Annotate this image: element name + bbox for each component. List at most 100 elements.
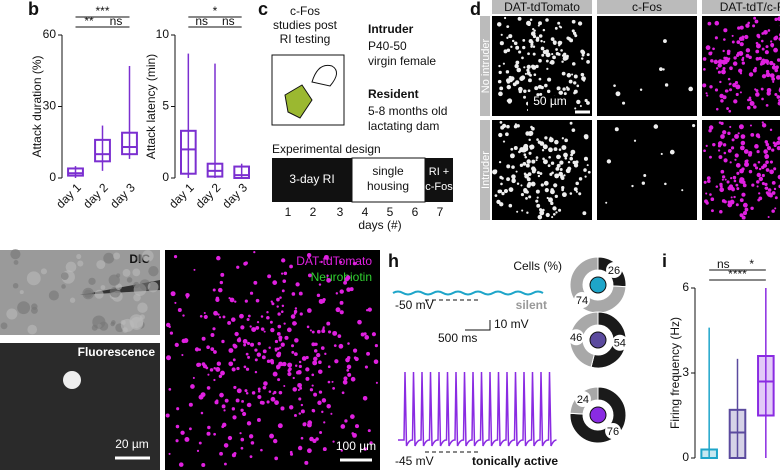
cell-dot [538,175,540,177]
cell-dot [518,17,522,21]
cell-dot [723,143,726,146]
texture [49,290,59,300]
panel-label: h [388,251,399,271]
day-label: 6 [412,205,419,219]
texture [31,303,37,309]
cell-dot [553,40,557,44]
cell-dot [536,190,540,194]
significance: ns [110,14,123,28]
cell-dot [276,367,279,370]
cell-dot [756,34,760,38]
cell-dot [755,20,759,24]
cell-dot [222,315,225,318]
texture [1,322,8,329]
cell-dot [495,194,498,197]
cell-dot [736,172,739,175]
cell-dot [749,99,752,102]
cell-dot [750,207,753,210]
cell-dot [546,49,549,52]
cell-dot [716,108,719,111]
texture [142,250,154,262]
scale-label: 100 µm [336,439,376,453]
cell-dot [753,69,757,73]
cell-dot [740,42,744,46]
texture [148,282,159,293]
cell-dot [351,432,354,435]
cell-dot [767,146,771,150]
cell-dot [538,215,543,220]
cell-dot [528,195,531,198]
cell-dot [654,124,659,129]
cell-dot [743,203,748,208]
cell-dot [282,305,284,307]
cell-dot [295,365,297,367]
cell-dot [200,315,203,318]
cell-dot [319,283,321,285]
cell-dot [551,162,554,165]
cell-dot [555,195,558,198]
cell-dot [729,83,731,85]
cell-dot [228,361,233,366]
cell-dot [736,93,739,96]
trace-label: silent [516,298,547,312]
phase-label: 3-day RI [289,172,334,186]
cell-dot [300,312,303,315]
cell-dot [764,154,769,159]
cell-dot [275,340,278,343]
cell-dot [189,427,192,430]
cell-dot [719,210,723,214]
cell-dot [179,462,184,467]
cell-dot [572,29,575,32]
cell-dot [522,39,525,42]
texture [101,285,106,290]
cell-dot [273,391,276,394]
cell-dot [546,60,549,63]
intruder-title: Intruder [368,22,414,36]
cell-dot [515,46,519,50]
texture [41,268,47,274]
cell-dot [174,255,177,258]
cell-dot [221,425,224,428]
cell-dot [277,378,280,381]
cell-dot [767,192,772,197]
cell-dot [307,253,311,257]
cell-dot [299,412,301,414]
cell-dot [735,184,738,187]
cell-dot [749,72,753,76]
cell-dot [722,61,725,64]
cell-dot [169,326,171,328]
cell-dot [763,163,767,167]
cell-dot [264,331,266,333]
texture [95,290,104,299]
cell-dot [719,187,724,192]
cell-dot [312,360,317,365]
cell-dot [213,311,218,316]
cell-dot [261,327,265,331]
cell-dot [521,209,523,211]
cell-dot [252,391,256,395]
cell-dot [305,377,309,381]
cell-dot [217,362,221,366]
cell-dot [546,68,548,70]
cell-dot [581,73,585,77]
cell-dot [239,314,244,319]
cell-dot [558,53,561,56]
cell-dot [182,314,184,316]
cell-dot [738,51,743,56]
cell-dot [190,384,195,389]
texture [13,283,19,289]
cell-dot [246,368,249,371]
x-tick-label: day 2 [80,180,111,211]
cell-dot [582,211,586,215]
y-axis-label: Firing frequency (Hz) [668,317,682,429]
cell-dot [221,340,224,343]
cell-dot [548,164,551,167]
resident-line: 5-8 months old [368,104,447,118]
cell-dot [282,279,286,283]
cell-dot [283,323,285,325]
cell-dot [375,344,378,347]
cell-dot [506,25,509,28]
intruder-line: P40-50 [368,39,407,53]
cell-dot [722,179,724,181]
cell-dot [546,213,550,217]
